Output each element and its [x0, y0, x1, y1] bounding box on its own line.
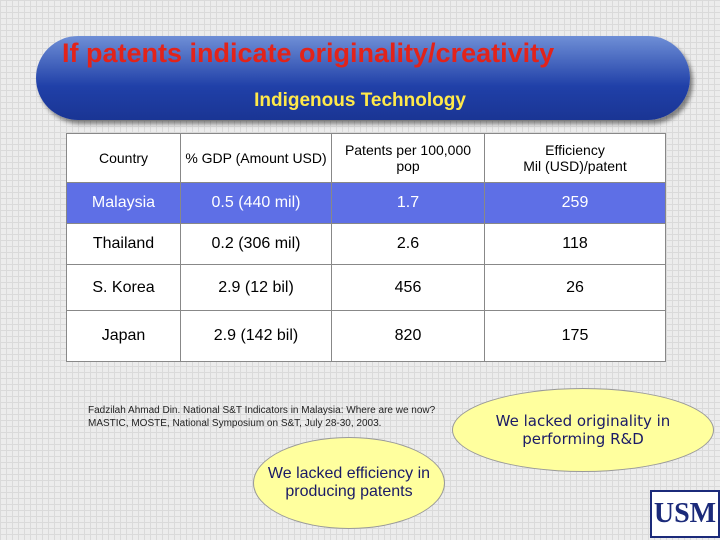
header-text: Country: [98, 150, 149, 166]
table-cell: 0.5 (440 mil): [180, 182, 332, 224]
table-cell: 118: [484, 223, 666, 265]
header-text: Mil (USD)/patent: [523, 158, 627, 174]
header-text: Patents per 100,000 pop: [344, 142, 472, 174]
table-cell: 2.6: [331, 223, 485, 265]
data-table: Country % GDP (Amount USD) Patents per 100…: [66, 133, 666, 362]
table-cell: 259: [484, 182, 666, 224]
table-row: S. Korea 2.9 (12 bil) 456 26: [66, 264, 666, 311]
table-cell: Japan: [66, 310, 181, 362]
logo: USM: [650, 490, 720, 538]
header-cell: % GDP (Amount USD): [180, 133, 332, 183]
header-cell: Country: [66, 133, 181, 183]
table-row: Malaysia 0.5 (440 mil) 1.7 259: [66, 182, 666, 224]
table-cell: 1.7: [331, 182, 485, 224]
table-row: Thailand 0.2 (306 mil) 2.6 118: [66, 223, 666, 265]
table-cell: 2.9 (142 bil): [180, 310, 332, 362]
header-text: Efficiency: [545, 142, 605, 158]
table-cell: Malaysia: [66, 182, 181, 224]
header-text: % GDP (Amount USD): [185, 150, 327, 166]
title: If patents indicate originality/creativi…: [62, 38, 555, 68]
table-cell: 2.9 (12 bil): [180, 264, 332, 311]
header-cell: Patents per 100,000 pop: [331, 133, 485, 183]
source-note: Fadzilah Ahmad Din. National S&T Indicat…: [88, 405, 436, 429]
title-banner: [36, 36, 690, 120]
table-cell: 26: [484, 264, 666, 311]
header-row: Country % GDP (Amount USD) Patents per 100…: [66, 133, 666, 183]
subtitle: Indigenous Technology: [254, 90, 466, 111]
table-cell: 0.2 (306 mil): [180, 223, 332, 265]
table-cell: 175: [484, 310, 666, 362]
header-cell: Efficiency Mil (USD)/patent: [484, 133, 666, 183]
table-cell: 456: [331, 264, 485, 311]
table-cell: 820: [331, 310, 485, 362]
callout: We lacked efficiency in producing patent…: [253, 437, 445, 529]
table-cell: Thailand: [66, 223, 181, 265]
callout: We lacked originality in performing R&D: [452, 388, 714, 472]
table-cell: S. Korea: [66, 264, 181, 311]
table-row: Japan 2.9 (142 bil) 820 175: [66, 310, 666, 362]
